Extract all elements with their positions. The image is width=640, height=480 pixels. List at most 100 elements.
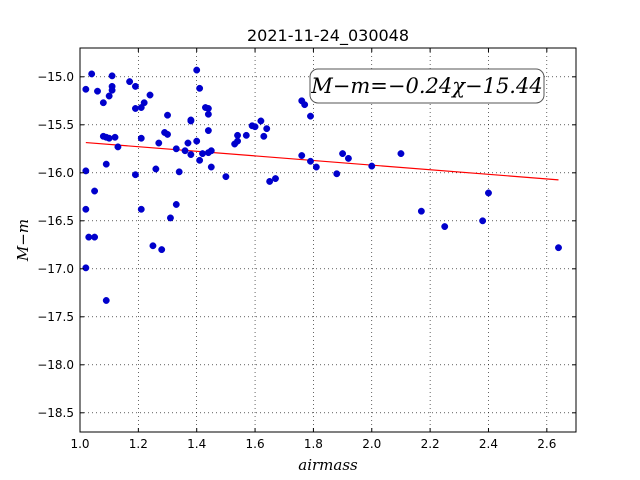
data-point <box>307 157 314 165</box>
data-point <box>131 171 139 179</box>
y-tick-label: −15.0 <box>37 70 74 84</box>
fit-line-group <box>85 141 559 181</box>
data-point <box>111 133 119 141</box>
annotation-text: M−m=−0.24χ−15.44 <box>310 74 542 98</box>
data-point <box>91 233 99 241</box>
data-point <box>312 163 320 171</box>
data-point <box>155 139 163 147</box>
data-point <box>166 214 174 222</box>
data-point <box>187 151 195 159</box>
data-point <box>555 244 562 252</box>
data-point <box>88 70 96 78</box>
data-point <box>222 173 230 181</box>
data-point <box>99 99 107 107</box>
x-tick-label: 1.2 <box>129 437 148 451</box>
y-tick-label: −18.5 <box>37 406 74 420</box>
x-tick-label: 1.6 <box>246 437 265 451</box>
x-tick-label: 1.4 <box>187 437 206 451</box>
data-point <box>126 78 134 86</box>
data-point <box>172 201 180 208</box>
data-point <box>260 132 268 140</box>
data-point <box>82 205 90 213</box>
data-point <box>175 168 183 176</box>
data-point <box>368 162 376 170</box>
data-point <box>397 150 405 158</box>
data-point <box>196 84 204 92</box>
data-point <box>184 139 192 147</box>
data-point <box>204 110 212 118</box>
x-tick-label: 1.0 <box>70 437 89 451</box>
x-axis-ticks: 1.0 1.2 1.4 1.6 1.8 2.0 2.2 2.4 2.6 <box>70 48 556 451</box>
y-tick-label: −15.5 <box>37 118 74 132</box>
data-point <box>94 87 101 95</box>
y-tick-label: −17.5 <box>37 310 74 324</box>
data-point <box>131 105 139 112</box>
grid <box>79 48 576 432</box>
data-point <box>485 189 492 197</box>
y-tick-label: −18.0 <box>37 358 74 372</box>
data-point <box>234 137 242 145</box>
x-axis-label: airmass <box>298 456 358 474</box>
chart-title: 2021-11-24_030048 <box>247 26 409 46</box>
data-point <box>181 147 189 155</box>
data-point <box>108 82 116 90</box>
data-point <box>251 123 259 131</box>
data-point <box>272 175 279 183</box>
y-tick-label: −16.0 <box>37 166 74 180</box>
data-point <box>146 91 154 99</box>
data-point <box>193 137 201 145</box>
data-point <box>102 160 110 168</box>
y-axis-ticks: −15.0 −15.5 −16.0 −16.5 −17.0 −17.5 −18.0 −18.5 <box>37 70 576 420</box>
data-point <box>207 147 215 155</box>
data-point <box>105 92 113 100</box>
y-tick-label: −17.0 <box>37 262 74 276</box>
data-point <box>172 145 180 153</box>
data-point <box>307 112 314 120</box>
y-axis-label: M−m <box>14 219 32 262</box>
data-point <box>207 163 215 171</box>
x-tick-label: 1.8 <box>304 437 323 451</box>
data-point <box>339 150 347 158</box>
data-point <box>196 156 204 164</box>
data-point <box>193 66 201 74</box>
data-point <box>91 187 99 195</box>
data-point <box>108 72 116 80</box>
data-point <box>114 143 122 151</box>
data-point <box>102 297 110 304</box>
annotation-box <box>309 68 545 104</box>
data-point <box>82 85 90 93</box>
data-point <box>164 130 171 138</box>
x-tick-label: 2.0 <box>362 437 381 451</box>
data-point <box>301 101 309 109</box>
data-point <box>199 150 206 158</box>
data-point <box>266 177 274 185</box>
data-point <box>441 223 449 231</box>
data-point <box>333 170 341 178</box>
y-tick-label: −16.5 <box>37 214 74 228</box>
data-point <box>137 205 145 213</box>
data-point <box>105 134 113 142</box>
data-point <box>131 82 139 90</box>
x-tick-label: 2.2 <box>421 437 440 451</box>
data-point <box>204 127 212 135</box>
data-point <box>257 117 265 125</box>
data-points <box>82 66 562 304</box>
plot-frame <box>79 47 577 433</box>
data-point <box>479 217 487 225</box>
data-point <box>263 125 271 133</box>
fit-line <box>85 141 559 181</box>
data-point <box>298 152 306 159</box>
data-point <box>187 117 195 125</box>
data-point <box>242 131 250 139</box>
data-point <box>137 104 145 111</box>
data-point <box>204 105 212 112</box>
data-point <box>158 246 166 254</box>
data-point <box>149 242 157 250</box>
fit-annotation: M−m=−0.24χ−15.44 <box>309 68 545 104</box>
data-point <box>152 165 160 173</box>
x-tick-label: 2.4 <box>479 437 498 451</box>
data-point <box>82 167 90 175</box>
data-point <box>234 131 242 139</box>
data-point <box>417 207 425 215</box>
